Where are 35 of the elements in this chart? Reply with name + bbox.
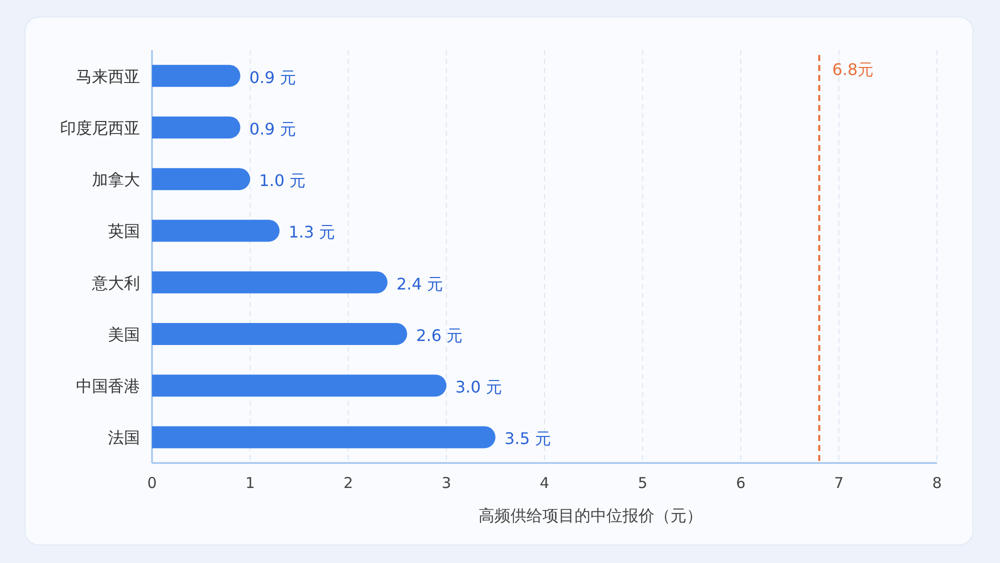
bar (152, 116, 240, 138)
y-tick-label: 英国 (108, 222, 140, 241)
data-label: 2.6 元 (416, 326, 463, 345)
x-tick-label: 8 (932, 474, 942, 492)
data-label: 3.5 元 (504, 429, 551, 448)
bar (152, 374, 446, 397)
data-label: 1.0 元 (259, 171, 306, 190)
data-label: 2.4 元 (396, 274, 444, 294)
x-tick-label: 2 (343, 474, 354, 492)
x-tick-label: 3 (442, 474, 452, 492)
y-tick-label: 美国 (108, 324, 140, 344)
y-tick-label: 中国香港 (76, 376, 140, 396)
bar (152, 322, 408, 345)
bar (152, 426, 496, 448)
y-tick-label: 加拿大 (92, 170, 140, 190)
y-tick-label: 印度尼西亚 (60, 118, 140, 138)
bar (152, 64, 240, 87)
bar (152, 220, 280, 242)
data-label: 0.9 元 (249, 68, 296, 87)
bar (152, 168, 250, 190)
data-label: 3.0 元 (455, 378, 502, 397)
x-tick-label: 6 (736, 474, 746, 492)
x-tick-label: 1 (245, 474, 255, 492)
y-tick-label: 法国 (108, 428, 140, 448)
data-label: 0.9 元 (249, 119, 296, 138)
ref-line-label: 6.8元 (832, 60, 874, 79)
x-tick-label: 5 (638, 474, 648, 492)
y-tick-label: 马来西亚 (76, 66, 140, 86)
x-tick-label: 7 (834, 474, 844, 492)
bar (152, 271, 388, 294)
x-axis-title: 高频供给项目的中位报价（元） (478, 506, 702, 525)
data-label: 1.3 元 (288, 222, 336, 242)
x-tick-label: 4 (540, 474, 550, 492)
x-tick-label: 0 (147, 474, 157, 492)
y-tick-label: 意大利 (91, 273, 140, 292)
